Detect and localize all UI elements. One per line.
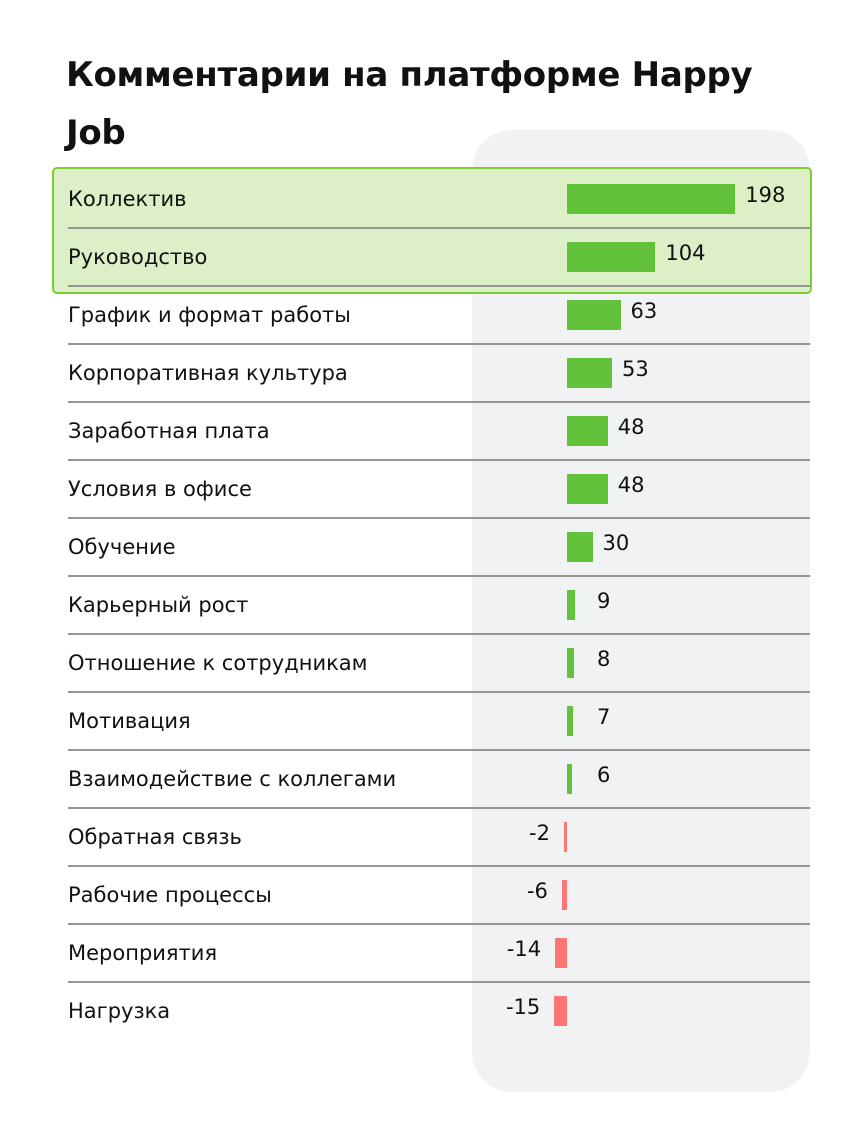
category-label: Взаимодействие с коллегами bbox=[68, 767, 397, 791]
value-label: 30 bbox=[602, 531, 630, 555]
chart-row: Мероприятия -14 bbox=[68, 925, 810, 983]
bar bbox=[567, 184, 736, 214]
category-label: Руководство bbox=[68, 245, 208, 269]
category-label: Коллектив bbox=[68, 187, 187, 211]
value-label: 9 bbox=[597, 589, 611, 613]
bar bbox=[567, 532, 593, 562]
category-label: Мероприятия bbox=[68, 941, 218, 965]
chart-row: Взаимодействие с коллегами 6 bbox=[68, 751, 810, 809]
row-divider bbox=[68, 575, 810, 577]
value-label: 63 bbox=[630, 299, 658, 323]
chart-title: Комментарии на платформе Happy Job bbox=[66, 55, 753, 153]
row-divider bbox=[68, 633, 810, 635]
value-label: 7 bbox=[597, 705, 611, 729]
chart-row: Руководство 104 bbox=[68, 229, 810, 287]
chart-row: Корпоративная культура 53 bbox=[68, 345, 810, 403]
bar bbox=[567, 706, 573, 736]
row-divider bbox=[68, 865, 810, 867]
bar bbox=[567, 416, 608, 446]
category-label: Мотивация bbox=[68, 709, 191, 733]
category-label: Рабочие процессы bbox=[68, 883, 272, 907]
bar bbox=[567, 358, 613, 388]
bar bbox=[555, 938, 567, 968]
value-label: 198 bbox=[745, 183, 786, 207]
value-label: 53 bbox=[622, 357, 649, 381]
row-divider bbox=[68, 923, 810, 925]
bar bbox=[567, 242, 656, 272]
value-label: 104 bbox=[665, 241, 706, 265]
chart-row: Условия в офисе 48 bbox=[68, 461, 810, 519]
value-label: -2 bbox=[529, 821, 550, 845]
category-label: График и формат работы bbox=[68, 303, 351, 327]
row-divider bbox=[68, 517, 810, 519]
bar bbox=[567, 764, 573, 794]
row-divider bbox=[68, 807, 810, 809]
category-label: Нагрузка bbox=[68, 999, 171, 1023]
chart-row: Карьерный рост 9 bbox=[68, 577, 810, 635]
chart-row: Коллектив 198 bbox=[68, 171, 810, 229]
category-label: Обратная связь bbox=[68, 825, 242, 849]
category-label: Условия в офисе bbox=[68, 477, 252, 501]
row-divider bbox=[68, 691, 810, 693]
value-label: -15 bbox=[505, 995, 541, 1019]
value-label: 48 bbox=[617, 415, 645, 439]
row-divider bbox=[68, 459, 810, 461]
chart-row: Нагрузка -15 bbox=[68, 983, 810, 1041]
bar bbox=[561, 880, 567, 910]
bar bbox=[554, 996, 567, 1026]
chart-row: Отношение к сотрудникам 8 bbox=[68, 635, 810, 693]
row-divider bbox=[68, 749, 810, 751]
category-label: Карьерный рост bbox=[68, 593, 249, 617]
value-label: 6 bbox=[597, 763, 611, 787]
row-divider bbox=[68, 401, 810, 403]
bar bbox=[564, 822, 567, 852]
category-label: Корпоративная культура bbox=[68, 361, 348, 385]
row-divider bbox=[68, 981, 810, 983]
row-divider bbox=[68, 227, 810, 229]
chart-row: Обучение 30 bbox=[68, 519, 810, 577]
value-label: 48 bbox=[617, 473, 645, 497]
category-label: Заработная плата bbox=[68, 419, 270, 443]
row-divider bbox=[68, 343, 810, 345]
bar bbox=[567, 300, 621, 330]
value-label: 8 bbox=[597, 647, 611, 671]
value-label: -14 bbox=[506, 937, 542, 961]
bar bbox=[567, 648, 574, 678]
chart-row: Мотивация 7 bbox=[68, 693, 810, 751]
category-label: Обучение bbox=[68, 535, 176, 559]
chart-row: График и формат работы 63 bbox=[68, 287, 810, 345]
value-label: -6 bbox=[526, 879, 548, 903]
category-label: Отношение к сотрудникам bbox=[68, 651, 368, 675]
chart-row: Рабочие процессы -6 bbox=[68, 867, 810, 925]
bar bbox=[567, 590, 575, 620]
bar bbox=[567, 474, 608, 504]
chart-row: Обратная связь -2 bbox=[68, 809, 810, 867]
row-divider bbox=[68, 285, 810, 287]
chart-row: Заработная плата 48 bbox=[68, 403, 810, 461]
